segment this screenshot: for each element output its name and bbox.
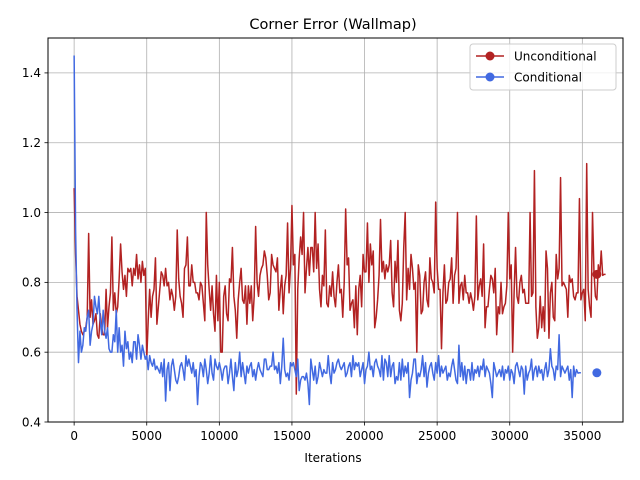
legend: Unconditional Conditional	[469, 43, 617, 91]
y-tick-label: 1.2	[22, 136, 41, 150]
x-tick-label: 30000	[491, 429, 529, 443]
legend-marker-unconditional	[485, 51, 495, 61]
series-end-marker-unconditional	[592, 269, 602, 279]
y-tick-label: 0.8	[22, 276, 41, 290]
legend-label-conditional: Conditional	[514, 71, 582, 85]
x-tick-label: 35000	[563, 429, 601, 443]
series-end-marker-conditional	[592, 368, 602, 378]
y-tick-label: 0.4	[22, 415, 41, 429]
y-tick-label: 0.6	[22, 345, 41, 359]
chart-title: Corner Error (Wallmap)	[249, 17, 416, 33]
series-line-conditional	[73, 55, 581, 406]
axes-frame	[47, 37, 624, 423]
series-line-unconditional	[73, 162, 606, 395]
legend-label-unconditional: Unconditional	[514, 50, 597, 64]
y-axis-ticks: 0.4 0.6 0.8 1.0 1.2 1.4	[22, 66, 48, 429]
x-tick-label: 20000	[345, 429, 383, 443]
y-tick-label: 1.0	[22, 206, 41, 220]
x-tick-label: 10000	[200, 429, 238, 443]
x-tick-label: 15000	[273, 429, 311, 443]
plot-area	[73, 55, 606, 406]
x-axis-ticks: 0 5000 10000 15000 20000 25000 30000 35000	[70, 422, 601, 443]
legend-marker-conditional	[485, 72, 495, 82]
x-tick-label: 0	[70, 429, 78, 443]
y-tick-label: 1.4	[22, 66, 41, 80]
x-tick-label: 25000	[418, 429, 456, 443]
legend-box	[469, 43, 617, 91]
x-tick-label: 5000	[131, 429, 162, 443]
x-axis-label: Iterations	[304, 451, 361, 465]
